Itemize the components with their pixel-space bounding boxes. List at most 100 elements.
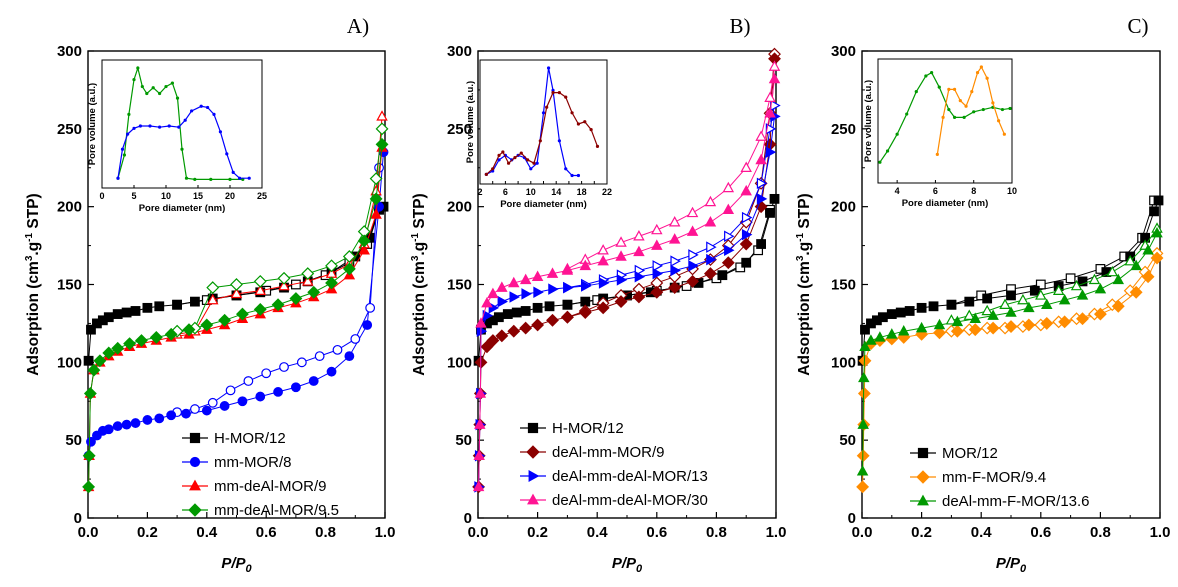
- x-tick-label: 0.0: [852, 524, 873, 541]
- adsorption-point: [928, 301, 939, 312]
- inset-point: [937, 85, 941, 89]
- inset-point: [177, 125, 181, 129]
- desorption-point: [722, 181, 735, 193]
- adsorption-point: [859, 340, 871, 352]
- adsorption-point: [112, 421, 123, 432]
- adsorption-point: [474, 387, 487, 398]
- inset-y-axis-label: Pore volume (a.u.): [87, 83, 98, 165]
- adsorption-point: [764, 107, 776, 118]
- adsorption-point: [886, 309, 897, 319]
- inset-point: [175, 96, 180, 100]
- adsorption-point: [493, 312, 504, 323]
- desorption-point: [261, 368, 272, 379]
- inset-point: [506, 161, 511, 165]
- inset-series: [116, 65, 245, 181]
- inset-point: [138, 124, 142, 128]
- inset-point: [116, 176, 120, 180]
- adsorption-point: [765, 207, 775, 218]
- adsorption-point: [916, 302, 927, 313]
- adsorption-point: [370, 208, 382, 219]
- desorption-point: [376, 110, 388, 121]
- desorption-point: [686, 206, 699, 218]
- inset-point: [997, 119, 1001, 123]
- inset-point: [576, 122, 581, 126]
- legend-marker: [188, 503, 202, 517]
- adsorption-point: [704, 267, 717, 281]
- adsorption-point: [255, 391, 266, 402]
- y-tick-label: 0: [848, 510, 856, 527]
- inset-point: [180, 147, 184, 151]
- desorption-point: [764, 91, 776, 102]
- adsorption-point: [486, 334, 500, 347]
- inset-point: [501, 150, 505, 154]
- adsorption-point: [495, 329, 509, 343]
- legend-marker: [916, 470, 930, 484]
- series: [82, 122, 389, 494]
- adsorption-point: [886, 328, 898, 339]
- inset-point: [127, 112, 131, 116]
- series-line-desorption: [177, 128, 383, 332]
- adsorption-point: [508, 276, 520, 288]
- adsorption-point: [519, 273, 532, 285]
- adsorption-point: [686, 274, 699, 288]
- adsorption-point: [1129, 285, 1143, 299]
- x-tick-label: 0.6: [1030, 524, 1051, 541]
- adsorption-point: [632, 290, 646, 304]
- adsorption-point: [546, 313, 559, 327]
- x-axis-label-base: P/P: [996, 555, 1021, 572]
- adsorption-point: [369, 192, 383, 206]
- y-axis-label-part: .g: [796, 242, 813, 256]
- adsorption-point: [1076, 289, 1089, 300]
- inset-point: [545, 105, 549, 109]
- adsorption-point: [82, 480, 96, 494]
- y-axis-label-part: Adsorption (cm: [411, 261, 428, 376]
- adsorption-point: [531, 318, 545, 332]
- inset-point: [184, 176, 189, 180]
- desorption-point: [369, 172, 383, 186]
- desorption-point: [652, 260, 663, 272]
- adsorption-point: [236, 307, 249, 321]
- y-tick-label: 0: [74, 510, 82, 527]
- adsorption-point: [895, 307, 906, 318]
- adsorption-point: [756, 193, 768, 205]
- panel-label: B): [730, 14, 751, 38]
- adsorption-point: [111, 341, 125, 355]
- adsorption-point: [741, 257, 752, 268]
- inset-x-tick-label: 0: [99, 191, 104, 201]
- adsorption-point: [946, 299, 957, 310]
- inset-point: [491, 167, 495, 171]
- inset-point: [975, 71, 980, 75]
- y-axis-label-part: STP): [796, 193, 813, 233]
- adsorption-point: [721, 256, 735, 270]
- adsorption-point: [121, 419, 132, 430]
- adsorption-point: [668, 281, 682, 295]
- inset-series-line: [117, 65, 243, 180]
- inset-point: [551, 88, 555, 92]
- adsorption-point: [142, 302, 153, 313]
- adsorption-point: [904, 306, 915, 316]
- adsorption-point: [614, 295, 628, 309]
- adsorption-point: [933, 326, 946, 340]
- adsorption-point: [724, 244, 735, 256]
- adsorption-point: [548, 283, 559, 295]
- adsorption-point: [533, 286, 544, 299]
- adsorption-point: [1022, 318, 1036, 332]
- series: [83, 147, 389, 461]
- legend: H-MOR/12 deAl-mm-MOR/9 deAl-mm-deAl-MOR/13…: [520, 420, 708, 509]
- adsorption-point: [616, 274, 628, 286]
- adsorption-point: [874, 331, 886, 342]
- adsorption-point: [1141, 270, 1155, 284]
- adsorption-point: [964, 296, 975, 307]
- inset-series: [484, 91, 600, 176]
- adsorption-point: [717, 270, 728, 281]
- inset-point: [895, 132, 899, 136]
- desorption-point: [190, 404, 200, 414]
- desorption-point: [668, 216, 681, 227]
- inset-point: [952, 115, 957, 119]
- adsorption-point: [1112, 273, 1125, 285]
- y-tick-label: 300: [831, 43, 856, 60]
- adsorption-point: [102, 346, 116, 360]
- adsorption-point: [507, 324, 521, 338]
- adsorption-point: [982, 293, 993, 304]
- adsorption-point: [218, 313, 232, 327]
